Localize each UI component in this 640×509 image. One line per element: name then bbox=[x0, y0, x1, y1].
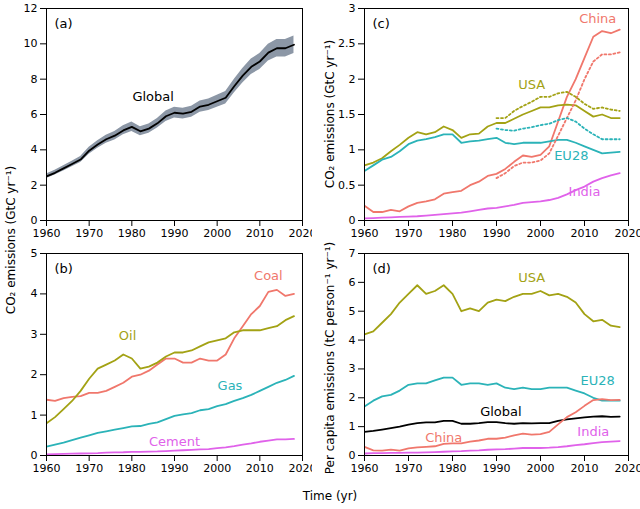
svg-text:1960: 1960 bbox=[351, 227, 379, 240]
svg-text:5: 5 bbox=[349, 305, 356, 318]
svg-text:0: 0 bbox=[31, 449, 38, 462]
svg-text:EU28: EU28 bbox=[554, 148, 588, 163]
svg-text:EU28: EU28 bbox=[581, 373, 615, 388]
svg-text:(b): (b) bbox=[55, 261, 73, 276]
svg-text:Global: Global bbox=[132, 89, 173, 104]
svg-text:2: 2 bbox=[349, 391, 356, 404]
svg-text:USA: USA bbox=[518, 270, 545, 285]
svg-text:2010: 2010 bbox=[246, 227, 274, 240]
svg-text:10: 10 bbox=[24, 37, 38, 50]
svg-text:3: 3 bbox=[349, 362, 356, 375]
svg-text:0: 0 bbox=[31, 214, 38, 227]
svg-text:China: China bbox=[579, 11, 616, 26]
svg-text:China: China bbox=[425, 430, 462, 445]
svg-text:Global: Global bbox=[480, 404, 521, 419]
svg-text:8: 8 bbox=[31, 73, 38, 86]
svg-text:1970: 1970 bbox=[395, 462, 423, 475]
svg-text:2: 2 bbox=[31, 368, 38, 381]
svg-text:2020: 2020 bbox=[615, 462, 640, 475]
svg-text:4: 4 bbox=[31, 143, 38, 156]
svg-text:Coal: Coal bbox=[254, 268, 283, 283]
svg-text:(d): (d) bbox=[373, 261, 391, 276]
svg-text:1970: 1970 bbox=[75, 227, 103, 240]
svg-text:2010: 2010 bbox=[246, 462, 274, 475]
svg-text:Oil: Oil bbox=[119, 328, 136, 343]
svg-text:1960: 1960 bbox=[351, 462, 379, 475]
svg-text:1960: 1960 bbox=[33, 227, 61, 240]
svg-text:5: 5 bbox=[31, 247, 38, 260]
svg-text:2: 2 bbox=[349, 73, 356, 86]
svg-text:1.5: 1.5 bbox=[338, 108, 356, 121]
svg-text:1: 1 bbox=[349, 420, 356, 433]
svg-text:1960: 1960 bbox=[33, 462, 61, 475]
svg-text:(a): (a) bbox=[55, 16, 73, 31]
svg-text:2020: 2020 bbox=[289, 462, 313, 475]
svg-text:1990: 1990 bbox=[483, 227, 511, 240]
html-text:CO₂ emissions (GtC yr⁻¹): CO₂ emissions (GtC yr⁻¹) bbox=[323, 39, 337, 189]
svg-text:4: 4 bbox=[31, 287, 38, 300]
svg-text:India: India bbox=[577, 424, 609, 439]
svg-text:USA: USA bbox=[518, 77, 545, 92]
html-text:Per capita emissions (tC perso: Per capita emissions (tC person⁻¹ yr⁻¹) bbox=[323, 241, 337, 475]
svg-text:0: 0 bbox=[349, 214, 356, 227]
svg-text:2020: 2020 bbox=[289, 227, 313, 240]
svg-text:2000: 2000 bbox=[527, 227, 555, 240]
svg-text:2.5: 2.5 bbox=[338, 37, 356, 50]
svg-text:2000: 2000 bbox=[527, 462, 555, 475]
html-text:CO₂ emissions (GtC yr⁻¹): CO₂ emissions (GtC yr⁻¹) bbox=[4, 165, 18, 315]
svg-text:1980: 1980 bbox=[118, 462, 146, 475]
svg-text:1970: 1970 bbox=[75, 462, 103, 475]
svg-text:6: 6 bbox=[349, 276, 356, 289]
svg-text:12: 12 bbox=[24, 2, 38, 15]
svg-text:3: 3 bbox=[349, 2, 356, 15]
svg-text:6: 6 bbox=[31, 108, 38, 121]
svg-text:2000: 2000 bbox=[203, 462, 231, 475]
svg-text:1980: 1980 bbox=[118, 227, 146, 240]
svg-text:Gas: Gas bbox=[218, 378, 243, 393]
svg-text:2020: 2020 bbox=[615, 227, 640, 240]
svg-text:1980: 1980 bbox=[439, 462, 467, 475]
svg-text:2010: 2010 bbox=[571, 227, 599, 240]
svg-text:3: 3 bbox=[31, 328, 38, 341]
svg-text:2010: 2010 bbox=[571, 462, 599, 475]
svg-text:1990: 1990 bbox=[161, 462, 189, 475]
svg-text:0.5: 0.5 bbox=[338, 179, 356, 192]
svg-text:7: 7 bbox=[349, 247, 356, 260]
svg-text:1: 1 bbox=[349, 143, 356, 156]
svg-text:1: 1 bbox=[31, 409, 38, 422]
svg-text:(c): (c) bbox=[373, 16, 390, 31]
svg-text:Cement: Cement bbox=[149, 434, 200, 449]
svg-text:1980: 1980 bbox=[439, 227, 467, 240]
svg-text:2000: 2000 bbox=[203, 227, 231, 240]
html-text:Time (yr): Time (yr) bbox=[302, 489, 358, 503]
svg-text:0: 0 bbox=[349, 449, 356, 462]
svg-text:1970: 1970 bbox=[395, 227, 423, 240]
svg-text:India: India bbox=[569, 184, 601, 199]
svg-text:1990: 1990 bbox=[161, 227, 189, 240]
svg-text:4: 4 bbox=[349, 334, 356, 347]
svg-text:1990: 1990 bbox=[483, 462, 511, 475]
svg-text:2: 2 bbox=[31, 179, 38, 192]
